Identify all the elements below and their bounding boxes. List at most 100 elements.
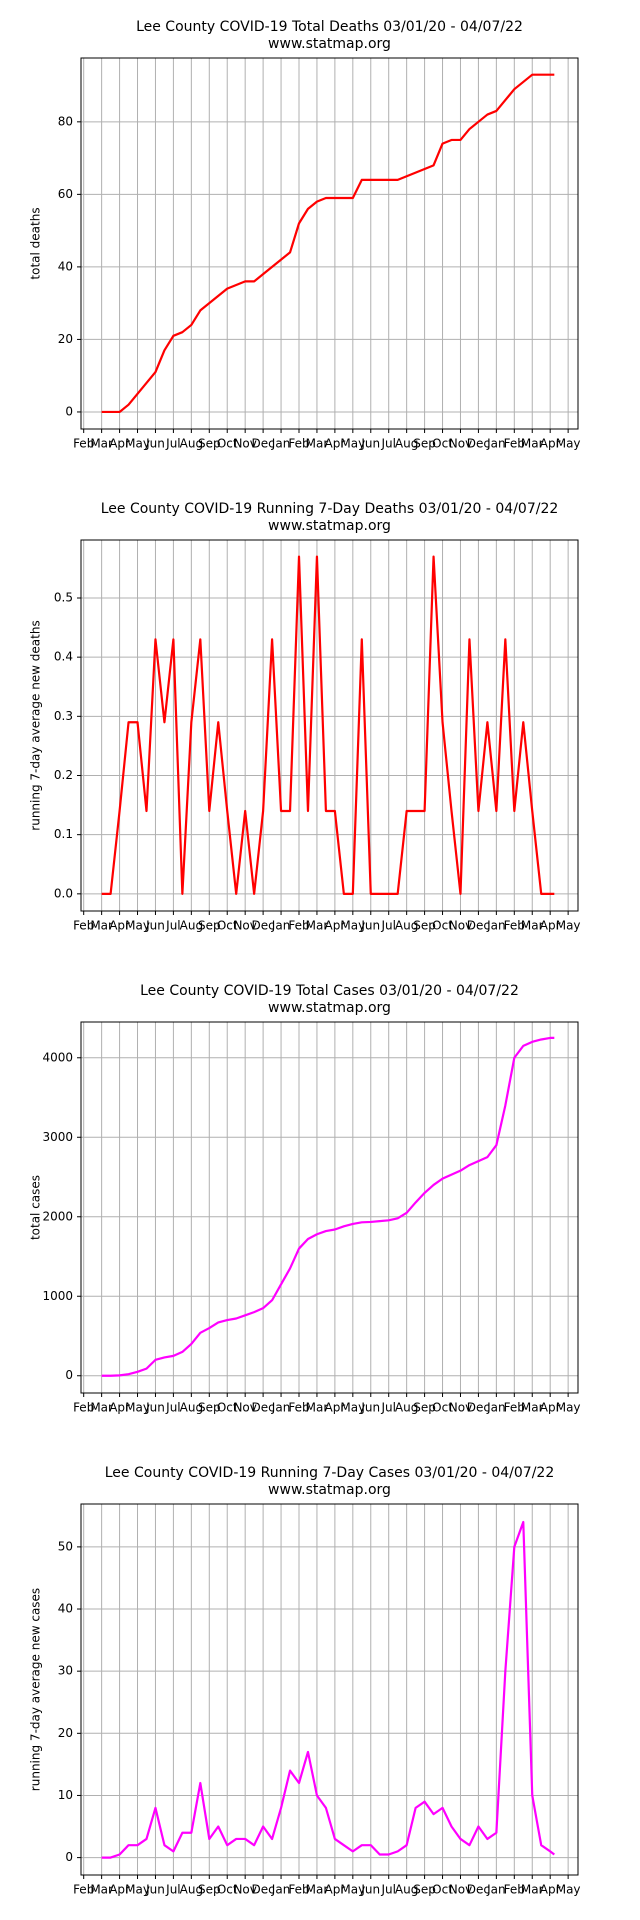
x-tick-label: Jan <box>486 1401 506 1415</box>
chart-title: Lee County COVID-19 Running 7-Day Deaths… <box>101 501 559 517</box>
x-tick-label: Mar <box>521 919 544 933</box>
x-tick-label: Feb <box>288 919 309 933</box>
y-tick-label: 0 <box>65 1368 73 1382</box>
x-tick-label: Mar <box>521 1883 544 1897</box>
x-tick-label: Mar <box>521 437 544 451</box>
x-tick-label: Jun <box>145 437 165 451</box>
x-tick-label: Aug <box>395 437 418 451</box>
y-tick-label: 20 <box>58 1726 73 1740</box>
x-tick-label: Apr <box>109 437 130 451</box>
chart-subtitle: www.statmap.org <box>268 1000 391 1016</box>
x-tick-label: Feb <box>504 1883 525 1897</box>
x-tick-label: Oct <box>432 1883 453 1897</box>
x-tick-label: Jun <box>145 1401 165 1415</box>
x-tick-label: Mar <box>90 437 113 451</box>
y-axis-label: running 7-day average new cases <box>29 1588 43 1791</box>
x-tick-label: Apr <box>324 1401 345 1415</box>
x-tick-label: Feb <box>504 437 525 451</box>
y-tick-label: 30 <box>58 1664 73 1678</box>
x-tick-label: Jun <box>145 919 165 933</box>
x-tick-label: Jul <box>380 1883 395 1897</box>
x-tick-label: Feb <box>504 919 525 933</box>
x-tick-label: Apr <box>324 437 345 451</box>
x-tick-label: Sep <box>413 919 436 933</box>
x-tick-label: Nov <box>233 437 256 451</box>
x-tick-label: Mar <box>90 1883 113 1897</box>
x-tick-label: Sep <box>198 437 221 451</box>
x-tick-label: Aug <box>180 919 203 933</box>
x-tick-label: Jan <box>271 919 291 933</box>
chart-title: Lee County COVID-19 Running 7-Day Cases … <box>105 1465 554 1481</box>
x-tick-label: Dec <box>467 1883 490 1897</box>
chart-subtitle: www.statmap.org <box>268 1482 391 1498</box>
x-tick-label: Dec <box>251 919 274 933</box>
x-tick-label: May <box>125 1883 150 1897</box>
x-tick-label: Jan <box>486 437 506 451</box>
chart-panel: Lee County COVID-19 Running 7-Day Cases … <box>29 1465 581 1897</box>
data-line <box>101 555 555 895</box>
x-tick-label: May <box>556 1401 581 1415</box>
x-tick-label: Apr <box>540 437 561 451</box>
x-tick-label: Jan <box>271 1883 291 1897</box>
x-tick-label: Nov <box>233 1401 256 1415</box>
chart-title: Lee County COVID-19 Total Deaths 03/01/2… <box>136 19 523 35</box>
x-tick-label: Aug <box>180 1401 203 1415</box>
x-tick-label: Jul <box>380 919 395 933</box>
chart-title: Lee County COVID-19 Total Cases 03/01/20… <box>140 983 519 999</box>
x-tick-label: Sep <box>198 1401 221 1415</box>
y-tick-label: 80 <box>58 114 73 128</box>
x-tick-label: Jan <box>271 437 291 451</box>
x-tick-label: Nov <box>449 437 472 451</box>
data-line <box>101 1520 555 1859</box>
plot-frame <box>80 1021 579 1394</box>
x-tick-label: Jun <box>360 919 380 933</box>
x-tick-label: Mar <box>90 919 113 933</box>
x-tick-label: Jan <box>271 1401 291 1415</box>
x-tick-label: May <box>125 437 150 451</box>
x-tick-label: Nov <box>449 1883 472 1897</box>
x-tick-label: Feb <box>73 1883 94 1897</box>
y-tick-label: 0.0 <box>54 886 73 900</box>
x-tick-label: Sep <box>413 437 436 451</box>
x-tick-label: Oct <box>432 437 453 451</box>
x-tick-label: Jan <box>486 1883 506 1897</box>
data-line <box>101 73 555 414</box>
x-tick-label: Jul <box>165 437 180 451</box>
x-tick-label: Apr <box>109 919 130 933</box>
x-tick-label: Mar <box>306 1401 329 1415</box>
y-axis-label: total cases <box>29 1175 43 1240</box>
x-tick-label: Jul <box>380 437 395 451</box>
chart-subtitle: www.statmap.org <box>268 36 391 52</box>
x-tick-label: May <box>340 919 365 933</box>
plot-frame <box>80 539 579 912</box>
x-tick-label: Dec <box>251 1401 274 1415</box>
x-tick-label: May <box>556 437 581 451</box>
x-tick-label: Dec <box>251 437 274 451</box>
y-tick-label: 0.3 <box>54 709 73 723</box>
x-tick-label: Apr <box>109 1883 130 1897</box>
x-tick-label: Feb <box>73 919 94 933</box>
chart-panel: Lee County COVID-19 Running 7-Day Deaths… <box>29 501 581 933</box>
x-tick-label: Mar <box>306 919 329 933</box>
x-tick-label: Mar <box>306 1883 329 1897</box>
x-tick-label: Nov <box>449 919 472 933</box>
plot-frame <box>80 57 579 430</box>
y-tick-label: 3000 <box>42 1130 73 1144</box>
x-tick-label: Aug <box>395 919 418 933</box>
y-axis-label: running 7-day average new deaths <box>29 620 43 830</box>
x-tick-label: Jun <box>360 1883 380 1897</box>
x-tick-label: Sep <box>413 1401 436 1415</box>
chart-panel: Lee County COVID-19 Total Cases 03/01/20… <box>29 983 581 1415</box>
x-tick-label: Oct <box>432 919 453 933</box>
y-tick-label: 0 <box>65 404 73 418</box>
y-axis-label: total deaths <box>29 207 43 279</box>
x-tick-label: Jan <box>486 919 506 933</box>
y-tick-label: 0.4 <box>54 650 73 664</box>
y-tick-label: 0.2 <box>54 768 73 782</box>
x-tick-label: Aug <box>395 1883 418 1897</box>
x-tick-label: Nov <box>449 1401 472 1415</box>
x-tick-label: Mar <box>90 1401 113 1415</box>
y-tick-label: 40 <box>58 1602 73 1616</box>
x-tick-label: Feb <box>504 1401 525 1415</box>
